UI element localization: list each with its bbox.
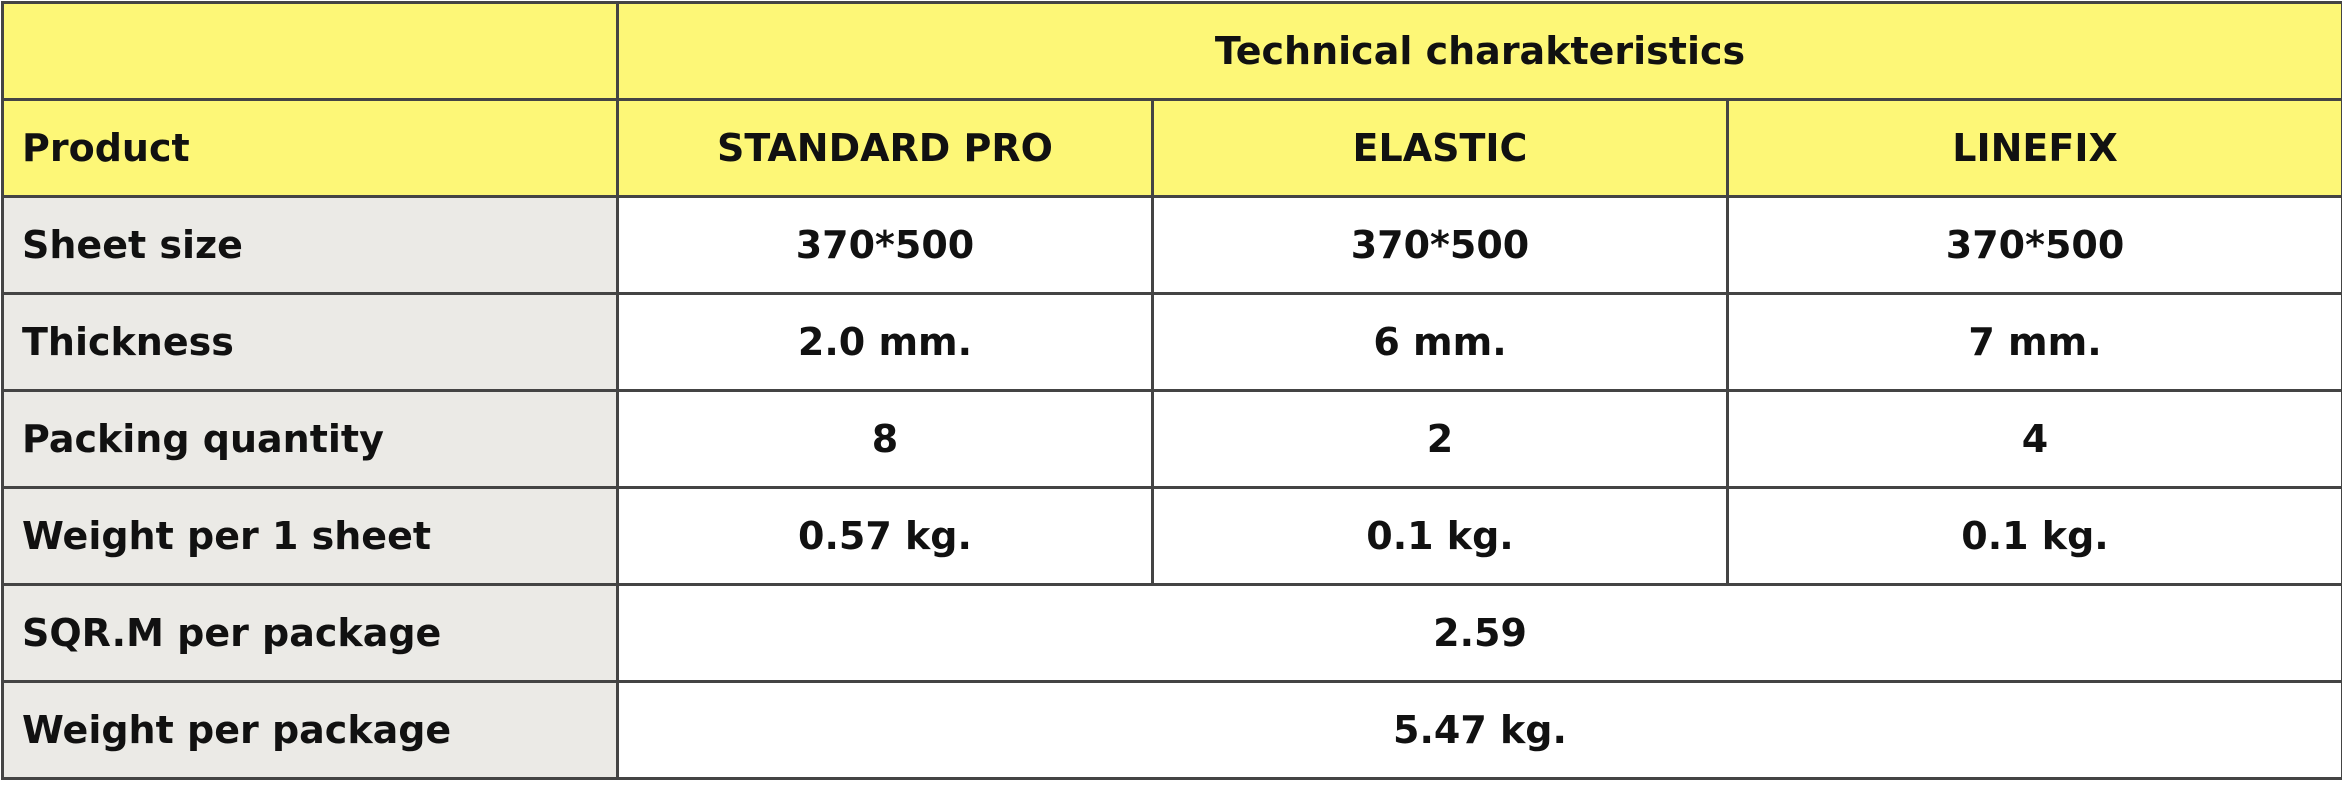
spec-table: Technical charakteristics Product STANDA… [1,1,2342,780]
row-label: Weight per 1 sheet [3,488,618,585]
cell: 4 [1728,391,2342,488]
cell: 0.57 kg. [618,488,1153,585]
cell: 5.47 kg. [618,682,2342,779]
blank-cell [3,3,618,100]
column-header: STANDARD PRO [618,100,1153,197]
column-header: Product [3,100,618,197]
row-label: Thickness [3,294,618,391]
column-header: LINEFIX [1728,100,2342,197]
row: Weight per package 5.47 kg. [3,682,2342,779]
row: SQR.M per package 2.59 [3,585,2342,682]
cell: 0.1 kg. [1153,488,1728,585]
cell: 2.0 mm. [618,294,1153,391]
cell: 370*500 [1153,197,1728,294]
cell: 6 mm. [1153,294,1728,391]
cell: 370*500 [1728,197,2342,294]
row-label: Packing quantity [3,391,618,488]
column-header: ELASTIC [1153,100,1728,197]
row-label: Weight per package [3,682,618,779]
row: Packing quantity 8 2 4 [3,391,2342,488]
row: Weight per 1 sheet 0.57 kg. 0.1 kg. 0.1 … [3,488,2342,585]
row-label: Sheet size [3,197,618,294]
cell: 2.59 [618,585,2342,682]
title-row: Technical charakteristics [3,3,2342,100]
cell: 0.1 kg. [1728,488,2342,585]
row: Sheet size 370*500 370*500 370*500 [3,197,2342,294]
row: Thickness 2.0 mm. 6 mm. 7 mm. [3,294,2342,391]
cell: 7 mm. [1728,294,2342,391]
cell: 8 [618,391,1153,488]
table-title: Technical charakteristics [618,3,2342,100]
cell: 2 [1153,391,1728,488]
header-row: Product STANDARD PRO ELASTIC LINEFIX [3,100,2342,197]
row-label: SQR.M per package [3,585,618,682]
cell: 370*500 [618,197,1153,294]
